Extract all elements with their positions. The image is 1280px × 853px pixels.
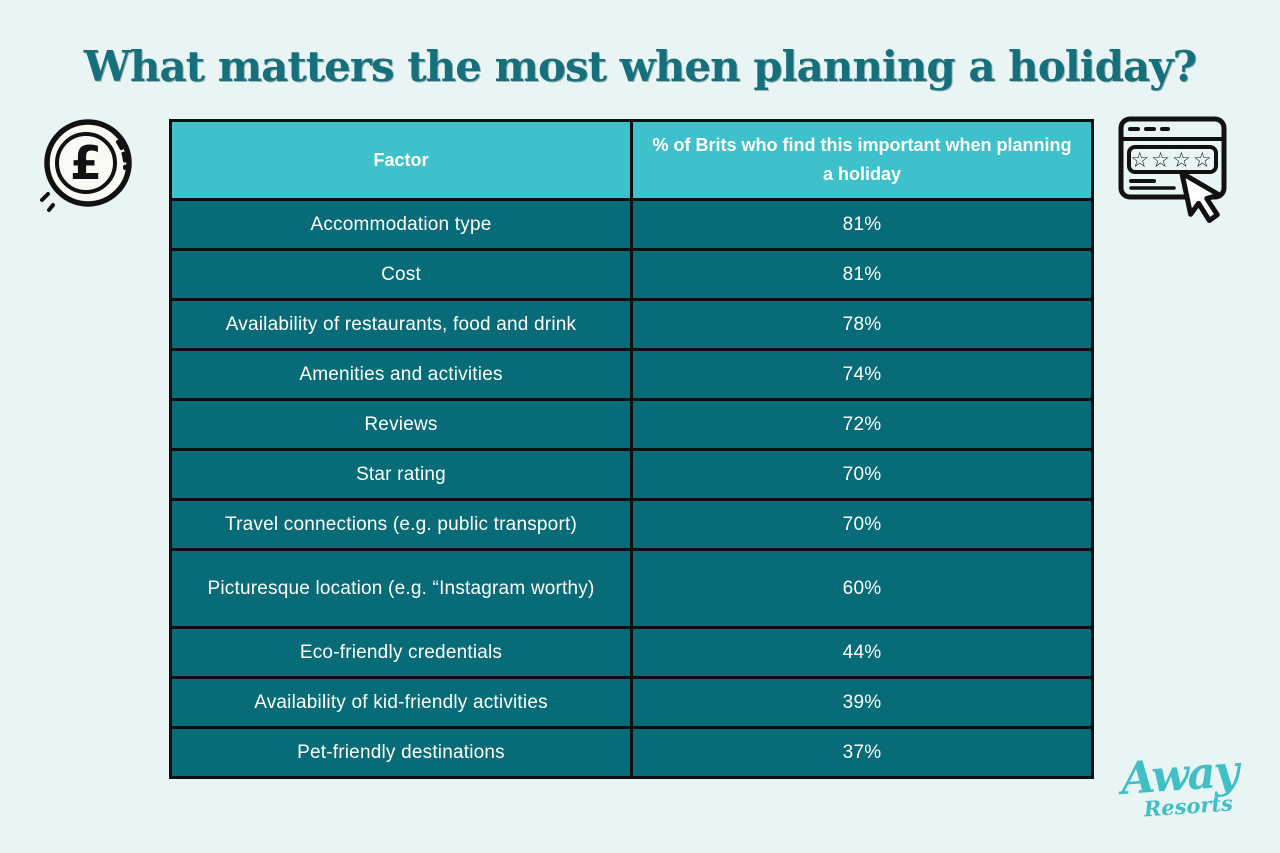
- review-browser-icon: ☆☆☆☆: [1116, 114, 1234, 241]
- value-cell: 81%: [630, 248, 1094, 301]
- table-header-row: Factor % of Brits who find this importan…: [169, 119, 1094, 201]
- table-row: Picturesque location (e.g. “Instagram wo…: [169, 548, 1094, 629]
- table-row: Cost 81%: [169, 248, 1094, 301]
- factor-cell: Amenities and activities: [169, 348, 633, 401]
- table-row: Pet-friendly destinations 37%: [169, 726, 1094, 779]
- page-title: What matters the most when planning a ho…: [83, 42, 1197, 91]
- column-header-percentage: % of Brits who find this important when …: [630, 119, 1094, 201]
- pound-coin-icon: £: [30, 110, 140, 230]
- factor-cell: Accommodation type: [169, 198, 633, 251]
- factor-cell: Availability of kid-friendly activities: [169, 676, 633, 729]
- table-row: Availability of kid-friendly activities …: [169, 676, 1094, 729]
- value-cell: 78%: [630, 298, 1094, 351]
- value-cell: 72%: [630, 398, 1094, 451]
- value-cell: 70%: [630, 448, 1094, 501]
- pound-coin-icon-svg: £: [40, 119, 132, 212]
- cursor-arrow: [1179, 170, 1222, 223]
- star-rating-glyphs: ☆☆☆☆: [1130, 148, 1213, 172]
- value-cell: 70%: [630, 498, 1094, 551]
- factor-cell: Pet-friendly destinations: [169, 726, 633, 779]
- table-row: Amenities and activities 74%: [169, 348, 1094, 401]
- factor-cell: Eco-friendly credentials: [169, 626, 633, 679]
- column-header-factor: Factor: [169, 119, 633, 201]
- review-browser-icon-svg: ☆☆☆☆: [1118, 116, 1227, 223]
- value-cell: 81%: [630, 198, 1094, 251]
- value-cell: 44%: [630, 626, 1094, 679]
- table-row: Travel connections (e.g. public transpor…: [169, 498, 1094, 551]
- svg-text:£: £: [70, 136, 102, 190]
- factor-cell: Star rating: [169, 448, 633, 501]
- table-row: Accommodation type 81%: [169, 198, 1094, 251]
- factor-cell: Travel connections (e.g. public transpor…: [169, 498, 633, 551]
- away-resorts-logo: Away Resorts: [1098, 746, 1262, 824]
- value-cell: 37%: [630, 726, 1094, 779]
- table-row: Eco-friendly credentials 44%: [169, 626, 1094, 679]
- factor-cell: Picturesque location (e.g. “Instagram wo…: [169, 548, 633, 629]
- value-cell: 74%: [630, 348, 1094, 401]
- value-cell: 60%: [630, 548, 1094, 629]
- table-row: Star rating 70%: [169, 448, 1094, 501]
- holiday-factors-table: Factor % of Brits who find this importan…: [169, 119, 1094, 779]
- factor-text: Picturesque location (e.g. “Instagram wo…: [207, 577, 595, 599]
- factor-cell: Reviews: [169, 398, 633, 451]
- factor-cell: Availability of restaurants, food and dr…: [169, 298, 633, 351]
- table-row: Availability of restaurants, food and dr…: [169, 298, 1094, 351]
- table-row: Reviews 72%: [169, 398, 1094, 451]
- factor-cell: Cost: [169, 248, 633, 301]
- value-cell: 39%: [630, 676, 1094, 729]
